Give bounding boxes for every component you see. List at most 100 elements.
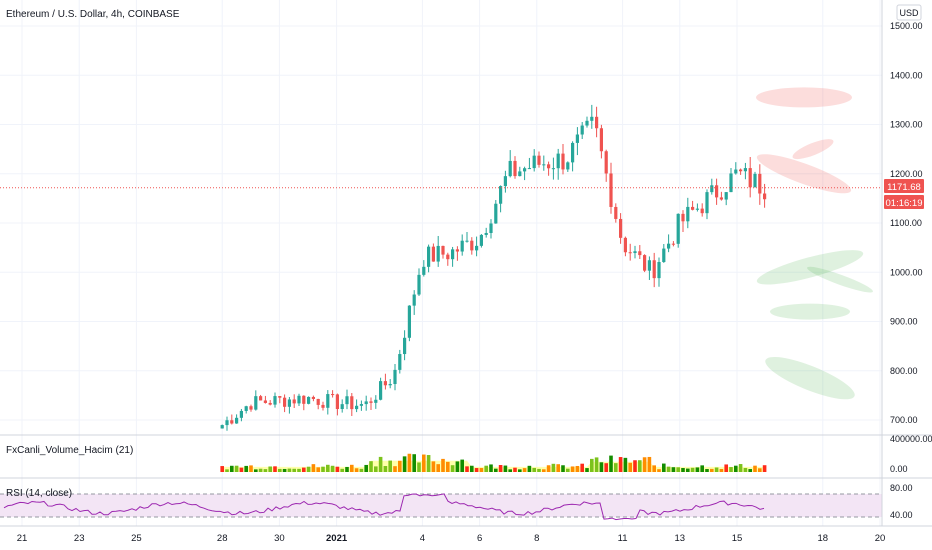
- volume-bar: [513, 467, 517, 472]
- chart-title: Ethereum / U.S. Dollar, 4h, COINBASE: [6, 9, 180, 20]
- volume-panel-title[interactable]: FxCanli_Volume_Hacim (21): [6, 445, 133, 456]
- volume-bar: [714, 467, 719, 472]
- rsi-panel-title[interactable]: RSI (14, close): [6, 488, 72, 499]
- candle-body: [561, 153, 565, 170]
- volume-bar: [642, 457, 647, 472]
- volume-bar: [724, 464, 728, 472]
- volume-bar: [738, 464, 743, 472]
- volume-bar: [652, 465, 656, 472]
- candle-body: [508, 160, 512, 177]
- volume-bar: [575, 465, 580, 472]
- volume-bar: [479, 468, 484, 472]
- zone-ellipse: [756, 154, 852, 194]
- candle-body: [499, 186, 503, 204]
- candle-body: [734, 169, 738, 174]
- volume-bars: [220, 453, 767, 472]
- candle-body: [547, 164, 551, 169]
- volume-bar: [326, 464, 330, 472]
- volume-bar: [287, 468, 292, 472]
- candle-body: [273, 396, 277, 405]
- volume-bar: [609, 455, 613, 472]
- volume-bar: [657, 469, 661, 472]
- candle-body: [283, 397, 287, 407]
- volume-bar: [364, 464, 368, 472]
- volume-bar: [556, 464, 560, 472]
- rsi-line: [3, 493, 765, 521]
- candle-body: [254, 396, 258, 410]
- candle-body: [623, 237, 627, 253]
- candle-body: [638, 251, 642, 256]
- price-axis[interactable]: 1500.00 1400.00 1300.00 1200.00 1100.00 1000.…: [890, 21, 932, 520]
- time-tick-label: 6: [477, 533, 482, 544]
- volume-bar: [566, 468, 570, 472]
- candle-body: [292, 399, 296, 404]
- volume-bar: [340, 468, 344, 472]
- candle-body: [700, 208, 704, 214]
- candle-body: [311, 396, 315, 399]
- volume-bar: [570, 466, 575, 472]
- volume-bar: [618, 457, 623, 472]
- candle-body: [763, 193, 767, 200]
- candle-body: [527, 168, 531, 170]
- volume-bar: [359, 468, 364, 472]
- time-tick-label: 15: [732, 533, 743, 544]
- candle-body: [657, 262, 661, 279]
- candle-body: [359, 404, 363, 406]
- volume-bar: [489, 464, 493, 472]
- price-tick-label: 900.00: [890, 317, 918, 327]
- candle-body: [599, 128, 603, 152]
- candle-body: [494, 203, 498, 224]
- candle-body: [551, 168, 555, 170]
- candle-body: [590, 116, 594, 121]
- time-tick-label: 2021: [326, 533, 348, 544]
- volume-bar: [494, 468, 498, 472]
- grid-lines: [0, 0, 882, 526]
- time-axis[interactable]: 21 23 25 28 30 2021 4 6 8 11 13 15 18 20: [17, 533, 886, 544]
- candle-body: [335, 394, 339, 410]
- candle-body: [249, 406, 253, 410]
- candle-body: [523, 168, 527, 172]
- volume-bar: [662, 463, 666, 472]
- candle-body: [369, 401, 373, 403]
- volume-bar: [465, 466, 469, 472]
- candle-body: [393, 369, 397, 385]
- volume-tick-label: 0.00: [890, 464, 908, 474]
- volume-bar: [590, 458, 594, 472]
- volume-bar: [580, 463, 584, 472]
- candle-body: [542, 164, 546, 166]
- time-tick-label: 8: [534, 533, 539, 544]
- volume-bar: [450, 465, 455, 472]
- time-tick-label: 13: [675, 533, 686, 544]
- price-tick-label: 1300.00: [890, 120, 923, 130]
- candle-body: [691, 206, 695, 210]
- currency-button[interactable]: [896, 4, 922, 21]
- candle-body: [479, 234, 483, 246]
- volume-bar: [436, 464, 440, 472]
- volume-bar: [316, 467, 320, 472]
- volume-bar: [278, 468, 282, 472]
- candle-body: [676, 213, 680, 244]
- volume-bar: [762, 465, 767, 472]
- volume-bar: [503, 465, 508, 472]
- volume-bar: [551, 463, 556, 472]
- time-tick-label: 4: [420, 533, 425, 544]
- candle-body: [455, 249, 459, 252]
- candle-body: [239, 410, 243, 418]
- candle-body: [556, 153, 560, 169]
- candle-body: [537, 155, 541, 165]
- zone-ellipse: [770, 303, 850, 320]
- candle-body: [446, 254, 450, 260]
- volume-bar: [335, 466, 340, 472]
- time-tick-label: 21: [17, 533, 28, 544]
- candle-body: [388, 384, 392, 386]
- volume-bar: [695, 467, 700, 472]
- volume-bar: [258, 468, 263, 472]
- volume-bar: [681, 468, 685, 472]
- volume-bar: [311, 464, 316, 472]
- volume-bar: [321, 466, 325, 472]
- last-price-badge: [884, 179, 924, 193]
- price-tick-label: 1200.00: [890, 169, 923, 179]
- volume-bar: [417, 462, 421, 472]
- candle-body: [753, 173, 757, 188]
